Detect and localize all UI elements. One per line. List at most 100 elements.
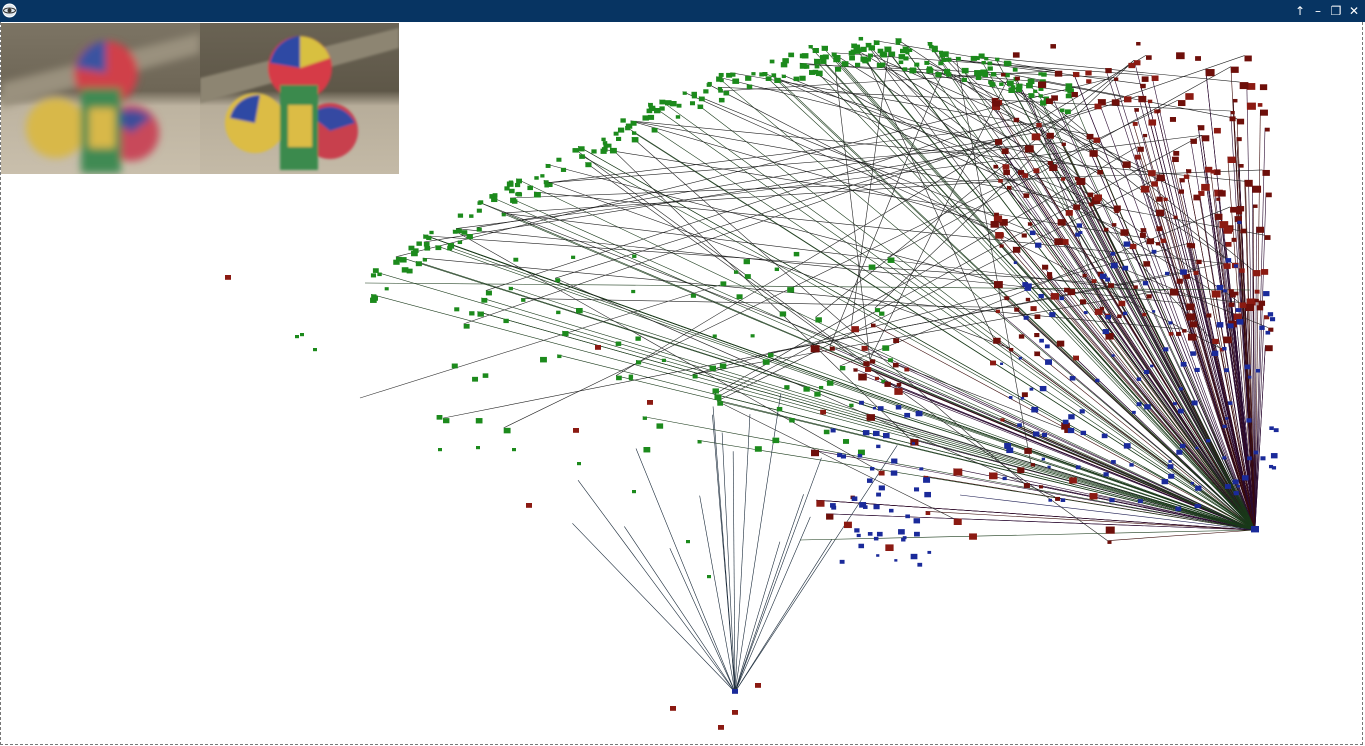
scatter-point [1180,269,1187,275]
scatter-point [1147,99,1153,104]
scatter-point [780,62,788,68]
scatter-point [540,174,545,178]
scatter-point [1080,430,1087,436]
scatter-point [457,240,463,245]
minimize-icon[interactable]: – [1315,4,1321,18]
scatter-point [820,59,827,64]
scatter-point [859,400,864,405]
scatter-point [1191,400,1198,406]
restore-icon[interactable]: ❐ [1330,4,1342,18]
scatter-point [706,83,711,87]
scatter-point [573,428,579,433]
scatter-point [423,242,430,247]
scatter-point [1230,206,1238,213]
scatter-line [892,362,1256,531]
scatter-point [399,257,407,263]
scatter-point [726,72,733,78]
scatter-point [853,44,861,50]
scatter-point [927,42,933,46]
scatter-point [1076,177,1086,185]
scatter-point [1094,194,1103,201]
scatter-point [879,311,885,316]
scatter-line [647,102,1256,531]
scatter-point [1232,479,1239,485]
scatter-point [512,448,516,452]
scatter-line [1059,108,1256,531]
scatter-point [1045,98,1053,104]
scatter-point [1014,76,1020,81]
scatter-point [1235,308,1241,312]
scatter-line [1006,185,1256,531]
scatter-line [734,541,781,693]
scatter-point [754,446,762,452]
scatter-point [675,115,681,119]
scatter-point [900,48,906,54]
scatter-point [1129,243,1137,250]
scatter-line [615,55,1147,376]
scatter-point [577,462,581,466]
scatter-line [1138,95,1256,531]
scatter-point [1105,314,1111,320]
globe-app-icon[interactable] [2,3,17,18]
title-bar[interactable]: ↑ – ❐ ✕ [0,0,1365,22]
scatter-point [1006,185,1012,190]
scatter-point [788,52,795,58]
up-arrow-icon[interactable]: ↑ [1294,4,1306,18]
scatter-point [1245,181,1253,187]
scatter-point [814,64,820,69]
scatter-plot[interactable] [0,22,1363,744]
scatter-point [1110,251,1116,256]
scatter-point [1216,197,1221,201]
scatter-point [837,453,843,458]
scatter-point [557,354,562,359]
scatter-point [492,193,498,198]
scatter-point [575,307,583,314]
scatter-point [1183,174,1190,179]
scatter-line [734,457,822,693]
close-icon[interactable]: ✕ [1348,4,1360,18]
scatter-point [485,290,492,296]
scatter-point [635,336,641,341]
scatter-point [990,360,997,366]
scatter-point [1133,285,1138,289]
scatter-point [1227,156,1236,163]
scatter-point [1020,396,1025,400]
scatter-line [631,136,1025,484]
scatter-point [853,48,861,54]
scatter-line [1254,192,1267,531]
scatter-point [831,52,837,57]
scatter-point [1264,315,1270,320]
scatter-point [835,66,842,72]
scatter-point [469,214,474,218]
scatter-point [1223,336,1232,344]
scatter-line [1050,95,1256,531]
scatter-point [863,361,870,367]
scatter-point [1175,506,1182,512]
scatter-point [1265,127,1270,132]
scatter-point [1134,108,1139,112]
scatter-point [1233,264,1239,268]
scatter-point [1233,491,1239,496]
scatter-point [1256,226,1265,233]
scatter-point [718,97,725,103]
scatter-point [601,137,606,142]
scatter-point [888,358,893,363]
scatter-point [911,442,915,445]
scatter-point [1197,125,1205,131]
image-thumbnails [1,23,401,174]
scatter-point [1026,283,1032,288]
scatter-line [477,201,1065,430]
scatter-point [1038,485,1044,489]
scatter-point [877,48,884,54]
scatter-point [1141,76,1149,82]
scatter-point [625,126,631,131]
scatter-point [476,446,480,450]
scatter-point [1260,269,1269,275]
scatter-point [503,318,509,324]
scatter-line [829,68,945,347]
scatter-point [1093,137,1101,143]
scatter-point [1229,116,1236,122]
scatter-line [734,445,898,693]
scatter-point [1235,209,1243,215]
scatter-point [1252,185,1262,193]
